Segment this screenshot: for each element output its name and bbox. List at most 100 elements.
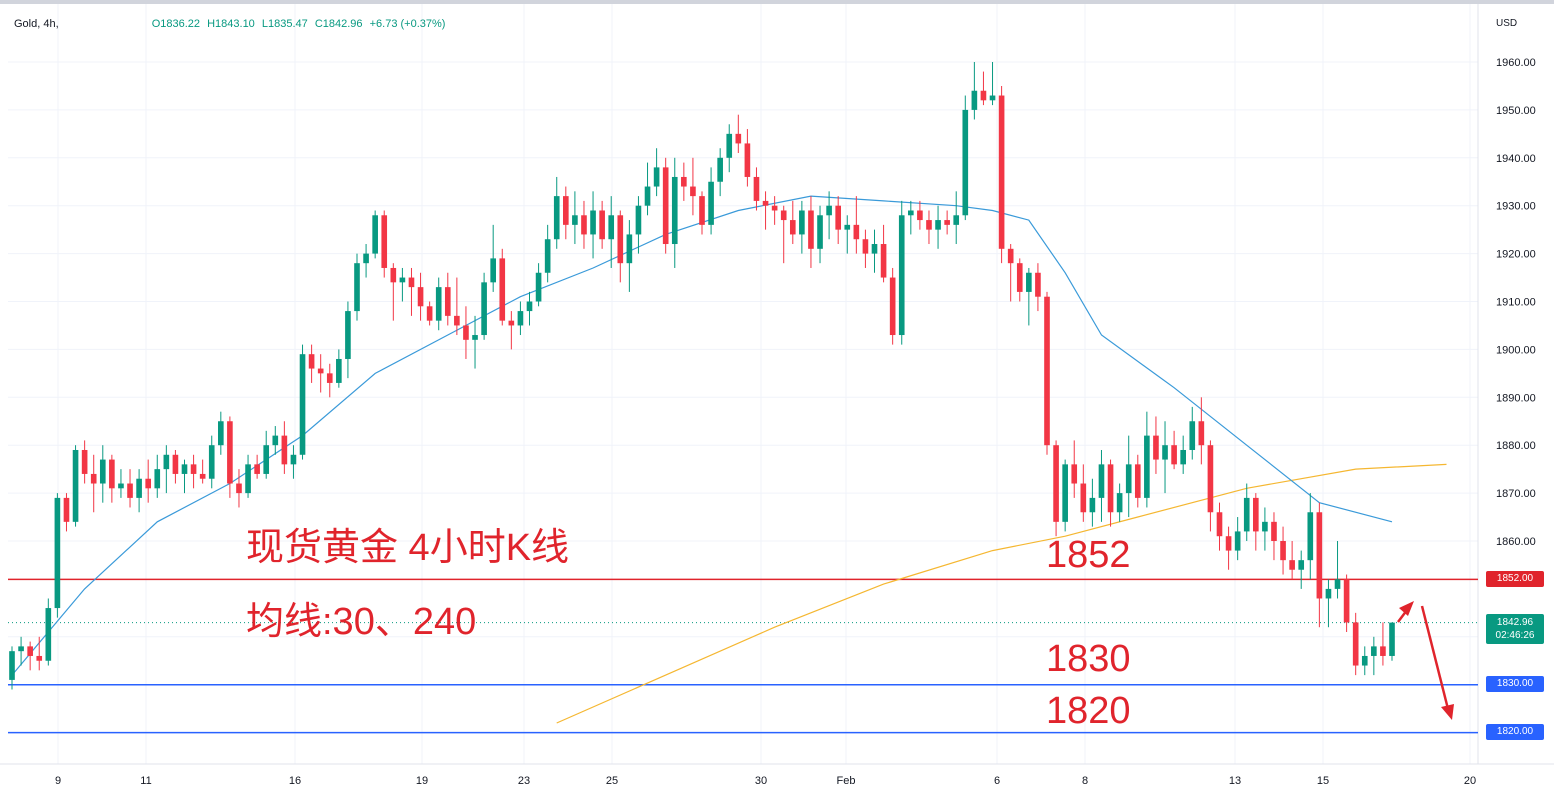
candle	[145, 459, 151, 503]
candle	[535, 263, 542, 307]
candle	[871, 229, 878, 273]
arrow-down	[1420, 605, 1450, 710]
candle	[1026, 267, 1032, 326]
candle	[762, 191, 769, 230]
candle	[1280, 526, 1286, 575]
x-tick-label: 30	[755, 775, 767, 787]
candle	[690, 157, 696, 216]
candle	[572, 191, 578, 245]
x-tick-label: 8	[1082, 775, 1088, 787]
candle	[1144, 411, 1150, 508]
candle	[199, 459, 206, 484]
candle	[617, 210, 624, 283]
x-tick-label: 15	[1317, 775, 1329, 787]
chart-title: 现货黄金 4小时K线	[246, 527, 570, 569]
candle	[744, 129, 751, 187]
x-tick-label: 19	[416, 775, 428, 787]
candle	[1243, 483, 1250, 541]
candle	[608, 196, 615, 268]
candle	[317, 354, 324, 393]
grid	[8, 4, 1478, 764]
bar-countdown: 02:46:26	[1495, 630, 1535, 641]
candle	[72, 445, 79, 527]
candlestick-chart[interactable]: 1960.00 1950.00 1940.00 1930.00 1920.00 1910.…	[0, 4, 1554, 794]
price-axis: 1960.00 1950.00 1940.00 1930.00 1920.00 1910.…	[0, 4, 1554, 765]
horizontal-levels	[8, 578, 1478, 734]
candle	[1225, 526, 1232, 570]
candle	[563, 186, 569, 240]
candle	[36, 636, 43, 671]
candle	[109, 454, 115, 503]
candle	[190, 454, 197, 489]
candle	[1062, 459, 1068, 532]
x-tick-label: Feb	[837, 775, 856, 787]
close-value: C1842.96	[314, 18, 363, 30]
candle	[1162, 421, 1168, 494]
candle	[771, 196, 778, 225]
candle	[417, 272, 424, 321]
candle	[826, 191, 832, 240]
candle	[127, 469, 133, 508]
candle	[27, 641, 33, 671]
y-tick-label: 1940.00	[1496, 153, 1536, 165]
x-tick-label: 23	[518, 775, 530, 787]
candle	[90, 454, 97, 513]
candle	[844, 215, 851, 254]
candle	[172, 449, 179, 484]
candle	[354, 253, 360, 321]
candle	[263, 430, 270, 479]
candle	[136, 469, 142, 513]
candle	[944, 210, 950, 235]
candle	[699, 191, 705, 235]
current-price: 1842.96	[1496, 617, 1534, 628]
ma-240-line	[556, 463, 1447, 724]
candle	[45, 598, 52, 666]
candle	[799, 200, 805, 254]
open-value: O1836.22	[151, 18, 201, 30]
arrow-up-head	[1399, 601, 1414, 616]
y-tick-label: 1860.00	[1496, 536, 1536, 548]
candle	[1262, 507, 1268, 551]
currency-label: USD	[1496, 18, 1518, 29]
x-tick-label: 25	[606, 775, 618, 787]
candle	[1289, 541, 1295, 580]
candle	[544, 224, 551, 283]
candle	[308, 344, 315, 383]
candle	[1371, 636, 1377, 676]
candle	[789, 200, 796, 245]
candle	[935, 205, 941, 249]
candle	[345, 301, 351, 379]
candle	[926, 210, 932, 245]
candle	[581, 200, 587, 249]
candle	[381, 210, 388, 278]
candle	[953, 191, 960, 245]
y-tick-label: 1880.00	[1496, 440, 1536, 452]
candle	[218, 411, 224, 455]
candle	[889, 267, 896, 345]
candle	[644, 162, 651, 216]
y-tick-label: 1960.00	[1496, 57, 1536, 69]
ohlc-header: Gold, 4h, O1836.22 H1843.10 L1835.47 C18…	[14, 18, 449, 30]
candle	[1116, 483, 1123, 522]
candle	[1234, 517, 1241, 561]
candle	[18, 636, 24, 666]
candle	[1271, 512, 1277, 561]
candle	[717, 148, 723, 197]
price-tag-1820: 1820.00	[1486, 724, 1544, 740]
x-tick-label: 9	[55, 775, 61, 787]
candle	[735, 114, 742, 154]
y-tick-label: 1910.00	[1496, 297, 1536, 309]
candle	[553, 176, 560, 249]
candle	[1080, 464, 1087, 522]
candle	[1125, 435, 1132, 518]
candle	[1171, 430, 1177, 470]
candle	[390, 263, 397, 321]
low-value: L1835.47	[261, 18, 308, 30]
candle	[1334, 541, 1341, 599]
candle	[862, 229, 869, 268]
candle	[1198, 397, 1205, 465]
candle	[281, 421, 288, 474]
candle	[853, 196, 860, 254]
x-tick-label: 20	[1464, 775, 1476, 787]
